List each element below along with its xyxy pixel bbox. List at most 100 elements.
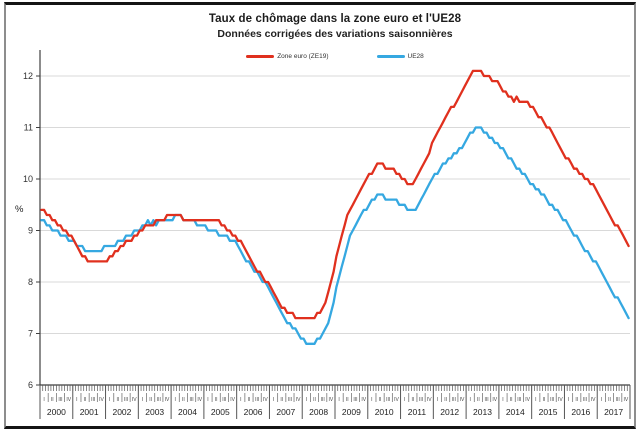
- svg-text:II: II: [379, 397, 382, 403]
- svg-text:I: I: [175, 397, 176, 403]
- svg-text:IV: IV: [591, 397, 596, 403]
- svg-text:12: 12: [23, 71, 33, 81]
- svg-text:IV: IV: [427, 397, 432, 403]
- svg-text:IV: IV: [361, 397, 366, 403]
- svg-text:III: III: [157, 397, 161, 403]
- svg-text:II: II: [575, 397, 578, 403]
- chart-title: Taux de chômage dans la zone euro et l'U…: [208, 13, 462, 25]
- svg-text:III: III: [353, 397, 357, 403]
- ue28-line-swatch: [376, 55, 405, 58]
- svg-text:II: II: [248, 397, 251, 403]
- svg-text:IV: IV: [230, 397, 235, 403]
- svg-text:II: II: [84, 397, 87, 403]
- svg-text:III: III: [452, 397, 456, 403]
- svg-text:I: I: [43, 397, 44, 403]
- svg-text:III: III: [485, 397, 489, 403]
- svg-text:IV: IV: [329, 397, 334, 403]
- svg-text:6: 6: [28, 380, 33, 390]
- legend-label-ue28: UE28: [407, 53, 424, 60]
- svg-text:10: 10: [23, 174, 33, 184]
- svg-text:II: II: [411, 397, 414, 403]
- legend-label-zone-euro: Zone euro (ZE19): [277, 53, 329, 60]
- svg-text:8: 8: [28, 277, 33, 287]
- svg-text:I: I: [240, 397, 241, 403]
- svg-text:2009: 2009: [342, 407, 361, 417]
- svg-text:III: III: [550, 397, 554, 403]
- svg-text:IV: IV: [263, 397, 268, 403]
- svg-text:2015: 2015: [539, 407, 558, 417]
- svg-text:I: I: [207, 397, 208, 403]
- svg-text:2012: 2012: [440, 407, 459, 417]
- svg-text:I: I: [437, 397, 438, 403]
- svg-text:I: I: [273, 397, 274, 403]
- svg-text:2006: 2006: [244, 407, 263, 417]
- svg-text:II: II: [280, 397, 283, 403]
- svg-text:III: III: [583, 397, 587, 403]
- svg-text:III: III: [190, 397, 194, 403]
- svg-text:11: 11: [24, 123, 33, 133]
- svg-text:I: I: [109, 397, 110, 403]
- svg-text:2010: 2010: [375, 407, 394, 417]
- svg-text:2013: 2013: [473, 407, 492, 417]
- zone-euro-line-swatch: [246, 55, 275, 58]
- series-line-zone-euro: [40, 69, 630, 320]
- svg-text:II: II: [444, 397, 447, 403]
- svg-text:9: 9: [28, 226, 33, 236]
- svg-text:7: 7: [28, 329, 33, 339]
- series-line-ue28: [40, 126, 630, 345]
- svg-text:I: I: [76, 397, 77, 403]
- svg-text:2011: 2011: [408, 407, 427, 417]
- svg-text:II: II: [51, 397, 54, 403]
- chart-subtitle: Données corrigées des variations saisonn…: [217, 28, 453, 40]
- svg-text:IV: IV: [558, 397, 563, 403]
- svg-text:II: II: [543, 397, 546, 403]
- svg-text:III: III: [288, 397, 292, 403]
- svg-text:I: I: [601, 397, 602, 403]
- svg-text:I: I: [568, 397, 569, 403]
- svg-text:I: I: [535, 397, 536, 403]
- svg-text:III: III: [616, 397, 620, 403]
- svg-text:I: I: [306, 397, 307, 403]
- svg-text:IV: IV: [296, 397, 301, 403]
- x-axis-year-labels: 2000 2001 2002 2003 2004 2005 2006 2007 2008 2009…: [39, 385, 631, 419]
- svg-text:2002: 2002: [112, 407, 131, 417]
- legend-item-zone-euro: Zone euro (ZE19): [246, 53, 329, 60]
- svg-text:II: II: [510, 397, 513, 403]
- axes: [39, 50, 630, 386]
- svg-text:IV: IV: [165, 397, 170, 403]
- svg-text:II: II: [608, 397, 611, 403]
- svg-text:IV: IV: [132, 397, 137, 403]
- svg-text:III: III: [58, 397, 62, 403]
- svg-text:2007: 2007: [276, 407, 295, 417]
- svg-text:IV: IV: [394, 397, 399, 403]
- svg-text:IV: IV: [460, 397, 465, 403]
- svg-text:2017: 2017: [604, 407, 623, 417]
- y-axis-labels: 6 7 8 9 10 11 12%: [15, 71, 40, 390]
- svg-text:II: II: [313, 397, 316, 403]
- svg-text:I: I: [338, 397, 339, 403]
- svg-text:IV: IV: [492, 397, 497, 403]
- svg-text:III: III: [222, 397, 226, 403]
- svg-text:III: III: [386, 397, 390, 403]
- svg-text:2005: 2005: [211, 407, 230, 417]
- x-axis-quarter-labels: I II III IV I II III IV I II III IV I II III IV I II III IV…: [43, 393, 629, 403]
- svg-text:III: III: [419, 397, 423, 403]
- svg-text:I: I: [142, 397, 143, 403]
- svg-text:2000: 2000: [47, 407, 66, 417]
- svg-text:2004: 2004: [178, 407, 197, 417]
- svg-text:2008: 2008: [309, 407, 328, 417]
- legend-item-ue28: UE28: [376, 53, 424, 60]
- svg-text:II: II: [182, 397, 185, 403]
- svg-text:IV: IV: [66, 397, 71, 403]
- svg-text:II: II: [149, 397, 152, 403]
- svg-text:II: II: [116, 397, 119, 403]
- svg-text:III: III: [255, 397, 259, 403]
- svg-text:2014: 2014: [506, 407, 525, 417]
- svg-text:IV: IV: [624, 397, 629, 403]
- svg-text:I: I: [470, 397, 471, 403]
- svg-text:I: I: [371, 397, 372, 403]
- svg-text:2016: 2016: [571, 407, 590, 417]
- svg-text:2001: 2001: [80, 407, 99, 417]
